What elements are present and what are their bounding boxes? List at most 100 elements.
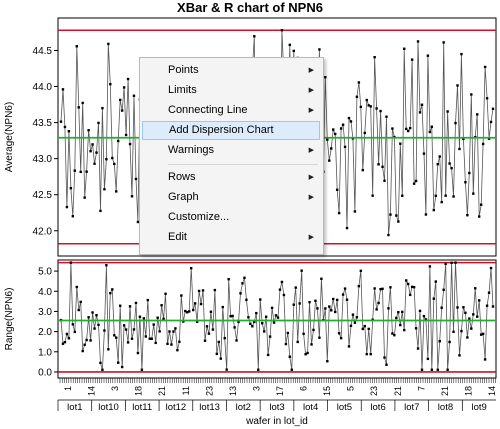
- data-point: [446, 110, 449, 113]
- data-point: [430, 125, 434, 128]
- data-point: [333, 310, 337, 314]
- data-point: [369, 352, 372, 356]
- menu-item-points[interactable]: Points ▶: [142, 61, 320, 80]
- data-point: [379, 287, 382, 291]
- wafer-tick-label: 1: [63, 386, 73, 391]
- data-point: [251, 325, 254, 328]
- lot-label: lot3: [269, 402, 284, 413]
- data-point: [410, 285, 414, 289]
- lot-label: lot4: [303, 402, 318, 413]
- submenu-arrow-icon: ▶: [308, 234, 314, 241]
- data-point: [485, 97, 489, 100]
- data-point: [391, 332, 394, 335]
- data-point: [422, 152, 426, 155]
- data-point: [489, 120, 493, 124]
- data-point: [481, 332, 485, 336]
- data-point: [105, 264, 108, 267]
- data-point: [316, 307, 319, 310]
- data-point: [351, 313, 355, 316]
- data-point: [377, 301, 380, 305]
- data-point: [424, 213, 428, 216]
- menu-item-add-dispersion-chart[interactable]: Add Dispersion Chart: [142, 121, 320, 140]
- menu-item-label: Customize...: [168, 211, 230, 223]
- data-point: [164, 292, 167, 295]
- data-point: [217, 340, 221, 344]
- data-point: [339, 336, 343, 340]
- data-point: [420, 103, 424, 106]
- menu-item-connecting-line[interactable]: Connecting Line ▶: [142, 101, 320, 120]
- menu-item-warnings[interactable]: Warnings ▶: [142, 141, 320, 160]
- data-point: [332, 297, 335, 301]
- data-point: [408, 293, 412, 297]
- data-point: [61, 88, 65, 91]
- data-point: [87, 129, 90, 132]
- y-tick-label: 42.5: [33, 190, 53, 201]
- data-point: [326, 138, 329, 141]
- data-point: [272, 321, 276, 324]
- menu-item-edit[interactable]: Edit ▶: [142, 228, 320, 247]
- data-point: [367, 327, 370, 331]
- data-point: [418, 309, 422, 313]
- data-point: [239, 292, 242, 295]
- data-point: [142, 317, 146, 320]
- data-point: [460, 52, 463, 56]
- data-point: [59, 120, 63, 123]
- data-point: [389, 213, 392, 216]
- data-point: [491, 305, 495, 308]
- data-point: [399, 323, 402, 327]
- data-point: [253, 35, 256, 38]
- data-point: [367, 104, 370, 107]
- lot-label: lot6: [370, 402, 385, 413]
- lot-label: lot11: [132, 402, 152, 413]
- data-point: [308, 300, 311, 304]
- data-point: [278, 288, 282, 291]
- data-point: [91, 311, 94, 314]
- data-point: [387, 233, 390, 237]
- data-point: [85, 338, 88, 342]
- menu-item-graph[interactable]: Graph ▶: [142, 188, 320, 207]
- wafer-tick-label: 18: [134, 386, 144, 396]
- data-point: [221, 305, 224, 309]
- data-point: [99, 209, 102, 213]
- data-point: [144, 335, 148, 338]
- wafer-tick-label: 3: [110, 386, 120, 391]
- data-point: [290, 368, 293, 371]
- menu-item-limits[interactable]: Limits ▶: [142, 81, 320, 100]
- data-point: [182, 320, 185, 323]
- data-point: [241, 282, 244, 285]
- data-point: [245, 298, 248, 302]
- data-point: [296, 340, 299, 344]
- data-point: [231, 314, 234, 318]
- data-point: [462, 137, 465, 141]
- data-point: [450, 166, 453, 170]
- data-point: [426, 54, 430, 57]
- data-point: [89, 149, 92, 153]
- wafer-tick-label: 6: [299, 386, 309, 391]
- data-point: [359, 269, 363, 273]
- data-point: [464, 311, 467, 315]
- context-menu: Points ▶ Limits ▶ Connecting Line ▶ Add …: [139, 57, 324, 255]
- data-point: [448, 162, 451, 165]
- data-point: [314, 299, 317, 302]
- data-point: [126, 341, 130, 344]
- data-point: [292, 49, 295, 53]
- wafer-tick-label: 15: [322, 386, 332, 396]
- menu-item-label: Graph: [168, 191, 199, 203]
- data-point: [128, 142, 132, 146]
- data-point: [124, 133, 128, 137]
- data-point: [393, 333, 396, 337]
- menu-item-rows[interactable]: Rows ▶: [142, 168, 320, 187]
- data-point: [341, 293, 345, 296]
- data-point: [168, 330, 171, 333]
- menu-item-customize[interactable]: Customize...: [142, 208, 320, 227]
- data-point: [170, 343, 173, 346]
- data-point: [75, 285, 78, 289]
- y-axis-label: Range(NPN6): [4, 288, 15, 351]
- data-point: [406, 129, 410, 133]
- wafer-tick-label: 14: [487, 386, 497, 396]
- data-point: [264, 315, 268, 318]
- data-point: [294, 286, 297, 289]
- data-point: [65, 205, 69, 209]
- data-point: [288, 355, 292, 358]
- data-point: [452, 330, 455, 334]
